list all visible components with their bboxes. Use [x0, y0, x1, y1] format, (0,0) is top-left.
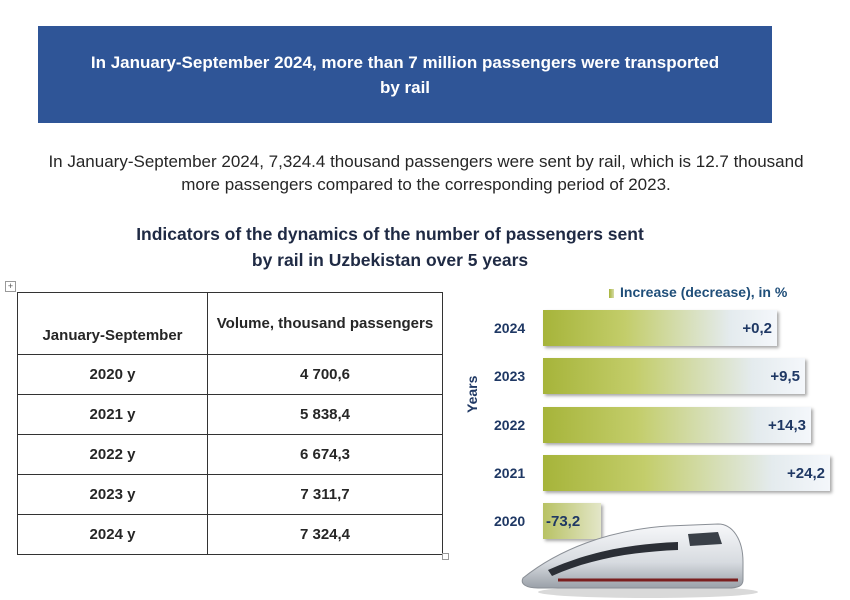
bar-2023: +9,5	[543, 358, 805, 394]
train-icon	[521, 523, 758, 598]
bar-2022: +14,3	[543, 407, 811, 443]
bar-2020: -73,2	[543, 503, 601, 539]
bar-year-label: 2020	[494, 513, 526, 529]
y-axis-title: Years	[464, 375, 480, 413]
title-banner: In January-September 2024, more than 7 m…	[38, 26, 772, 123]
volume-cell: 7 324,4	[207, 514, 443, 555]
subtitle-line-1: Indicators of the dynamics of the number…	[136, 224, 644, 244]
bar-value-label: +24,2	[787, 465, 825, 482]
bar-year-label: 2021	[494, 465, 526, 481]
bar-2021: +24,2	[543, 455, 830, 491]
table-move-handle-icon[interactable]: +	[5, 281, 16, 292]
bar-year-label: 2024	[494, 320, 526, 336]
summary-text: In January-September 2024, 7,324.4 thous…	[48, 152, 804, 194]
passenger-table: January-September Volume, thousand passe…	[17, 292, 443, 555]
volume-cell: 7 311,7	[207, 474, 443, 515]
chart-legend: Increase (decrease), in %	[609, 284, 787, 300]
bar-value-label: +14,3	[768, 417, 806, 434]
table-row: 2024 y 7 324,4	[17, 514, 443, 555]
legend-swatch-icon	[609, 288, 614, 298]
table-resize-handle[interactable]	[442, 553, 449, 560]
subtitle-line-2: by rail in Uzbekistan over 5 years	[251, 250, 529, 270]
bar-value-label: +0,2	[742, 320, 772, 337]
period-cell: 2020 y	[17, 354, 208, 395]
column-header-period: January-September	[17, 292, 208, 355]
bar-year-label: 2023	[494, 368, 526, 384]
volume-cell: 4 700,6	[207, 354, 443, 395]
bar-value-label: -73,2	[546, 513, 581, 530]
period-cell: 2022 y	[17, 434, 208, 475]
legend-label: Increase (decrease), in %	[620, 284, 788, 300]
bar-2024: +0,2	[543, 310, 777, 346]
volume-cell: 5 838,4	[207, 394, 443, 435]
period-cell: 2021 y	[17, 394, 208, 435]
table-row: 2021 y 5 838,4	[17, 394, 443, 435]
table-row: 2020 y 4 700,6	[17, 354, 443, 395]
table-header-row: January-September Volume, thousand passe…	[17, 292, 443, 355]
volume-cell: 6 674,3	[207, 434, 443, 475]
period-cell: 2023 y	[17, 474, 208, 515]
table-row: 2023 y 7 311,7	[17, 474, 443, 515]
banner-title: In January-September 2024, more than 7 m…	[90, 52, 720, 97]
column-header-volume: Volume, thousand passengers	[207, 292, 443, 355]
table-subtitle: Indicators of the dynamics of the number…	[70, 221, 710, 273]
table-row: 2022 y 6 674,3	[17, 434, 443, 475]
bar-value-label: +9,5	[770, 368, 800, 385]
bar-year-label: 2022	[494, 417, 526, 433]
period-cell: 2024 y	[17, 514, 208, 555]
